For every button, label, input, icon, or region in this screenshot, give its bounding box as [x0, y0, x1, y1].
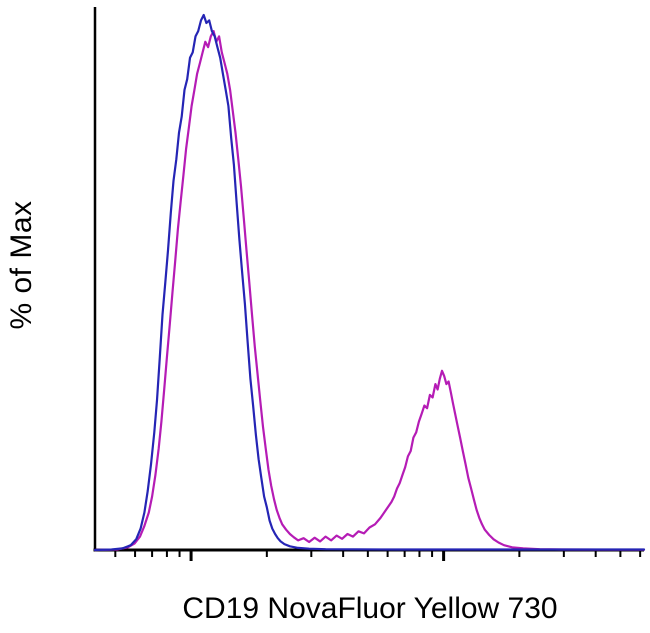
magenta-series-curve: [93, 30, 646, 552]
blue-series-curve: [93, 13, 646, 552]
y-axis-label: % of Max: [5, 200, 38, 330]
chart-plot-area: [93, 7, 646, 561]
x-axis-label: CD19 NovaFluor Yellow 730: [182, 592, 558, 625]
